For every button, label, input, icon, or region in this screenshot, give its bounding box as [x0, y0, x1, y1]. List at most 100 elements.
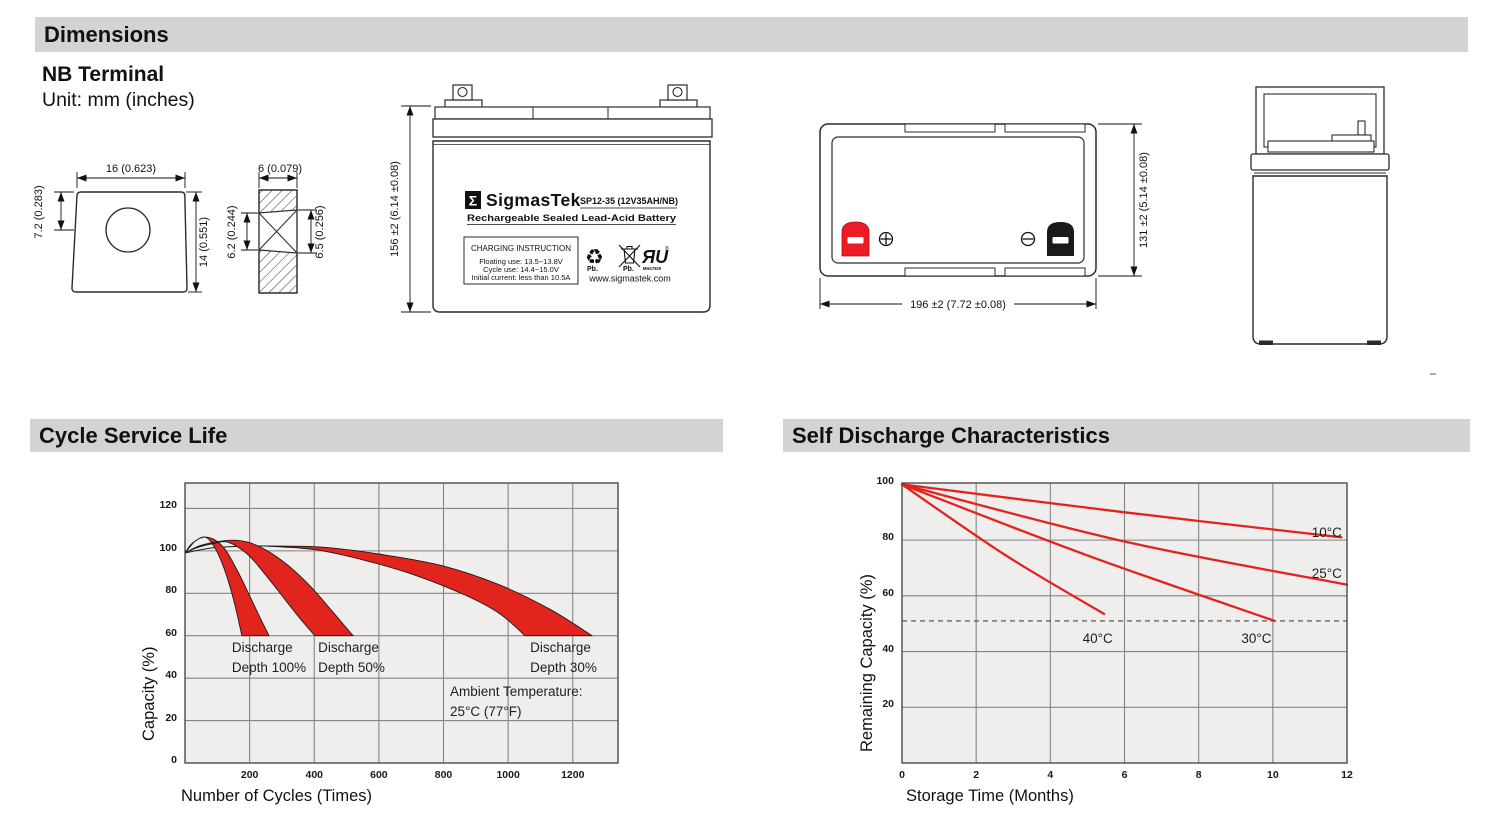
tick-label: 100 — [876, 475, 894, 488]
chart-annotation: Discharge Depth 30% — [530, 639, 597, 675]
tick-label: 0 — [899, 769, 905, 781]
chart-annotation: 25°C — [1311, 565, 1342, 581]
charging-instruction-box — [463, 236, 579, 285]
band-Discharge Depth 30% — [265, 545, 593, 637]
tick-label: 120 — [159, 499, 177, 512]
terminal-slot-outer-dim: 6.5 (0.256) — [314, 205, 326, 258]
sigma-logo-box — [465, 191, 481, 209]
crossed-bin-icon — [618, 244, 641, 268]
band-Discharge Depth 50% — [184, 539, 354, 637]
terminal-detail-drawing: 16 (0.623) 7.2 (0.283) 14 (0.551) 6 (0.0… — [33, 163, 326, 294]
tick-label: 40 — [165, 669, 177, 682]
front-height-dim: 156 ±2 (6.14 ±0.08) — [389, 161, 401, 257]
charging-title: CHARGING INSTRUCTION — [471, 244, 571, 253]
nb-terminal-title: NB Terminal — [42, 63, 165, 86]
minus-symbol — [1020, 231, 1036, 247]
series-25°C — [900, 483, 1349, 586]
chart-annotation: Discharge Depth 100% — [231, 639, 307, 675]
tick-label: 12 — [1341, 769, 1353, 781]
front-terminal-hole-left — [457, 86, 468, 98]
tick-label: 600 — [370, 769, 388, 781]
chart-annotation: Discharge Depth 50% — [318, 639, 385, 675]
tick-label: 10 — [1266, 769, 1279, 781]
tick-label: 0 — [171, 754, 177, 766]
tick-label: 1000 — [496, 769, 520, 781]
recycle-pb-icon: ♻ — [585, 246, 604, 269]
chart-annotation: 10°C — [1311, 524, 1342, 540]
pb-recycle-label: Pb. — [587, 266, 598, 273]
front-terminal-hole-right — [672, 86, 683, 98]
self-discharge-title: Self Discharge Characteristics — [792, 422, 1110, 448]
terminal-slot-inner-dim: 6.2 (0.244) — [226, 205, 238, 258]
unit-label: Unit: mm (inches) — [42, 89, 195, 111]
brand-name: SigmasTek — [486, 190, 581, 210]
cycle-chart-y-axis-title: Capacity (%) — [140, 646, 158, 742]
tick-label: 400 — [305, 769, 324, 781]
band-Discharge Depth 100% — [184, 536, 270, 637]
dimensions-title: Dimensions — [44, 21, 169, 47]
tick-label: 200 — [240, 769, 259, 781]
cycle-life-title: Cycle Service Life — [39, 422, 228, 448]
series-30°C — [900, 483, 1276, 623]
top-height-dim: 131 ±2 (5.14 ±0.08) — [1138, 152, 1150, 248]
tick-label: 8 — [1195, 769, 1202, 781]
pb-trash-label: Pb. — [623, 266, 634, 273]
tick-label: 80 — [165, 584, 177, 597]
side-foot-right — [1367, 340, 1381, 345]
tick-label: 2 — [973, 769, 980, 781]
charging-line1: Floating use: 13.5~13.8V — [479, 257, 563, 266]
terminal-section-outline — [258, 189, 298, 294]
tick-label: 1200 — [561, 769, 585, 781]
tick-label: 6 — [1121, 769, 1128, 781]
side-foot-left — [1259, 340, 1273, 345]
tick-label: 60 — [165, 626, 177, 639]
top-view-inner-rim — [831, 136, 1085, 264]
terminal-hole — [105, 207, 151, 253]
ul-registered-mark: ® — [665, 245, 669, 252]
side-lid — [1250, 153, 1390, 171]
self-chart-x-axis-title: Storage Time (Months) — [906, 787, 1074, 805]
cycle-life-section-header: Cycle Service Life — [30, 419, 723, 452]
top-width-dim: 196 ±2 (7.72 ±0.08) — [910, 299, 1006, 311]
tick-label: 800 — [434, 769, 453, 781]
page-speck — [1430, 373, 1436, 375]
tick-label: 40 — [882, 642, 894, 655]
chart-annotation: 30°C — [1241, 631, 1272, 647]
sigma-logo: Σ — [469, 193, 477, 209]
charging-line3: Initial current: less than 10.5A — [472, 273, 571, 282]
terminal-total-height-dim: 14 (0.551) — [198, 217, 210, 267]
self-chart-y-axis-title: Remaining Capacity (%) — [858, 574, 876, 752]
chart-annotation: 40°C — [1082, 631, 1113, 647]
charging-line2: Cycle use: 14.4~15.0V — [483, 265, 559, 274]
tick-label: 60 — [882, 586, 894, 599]
tick-label: 4 — [1047, 769, 1054, 781]
battery-side-view — [1250, 86, 1390, 345]
ul-code: MH47929 — [643, 266, 662, 271]
battery-front-view: Σ SigmasTek SP12-35 (12V35AH/NB) Recharg… — [389, 84, 713, 313]
dimensions-section-header: Dimensions — [35, 17, 1468, 52]
battery-top-view: 131 ±2 (5.14 ±0.08) 196 ±2 (7.72 ±0.08) — [819, 123, 1150, 311]
cycle-chart-x-axis-title: Number of Cycles (Times) — [181, 787, 372, 805]
plus-symbol — [878, 231, 894, 247]
model-number: SP12-35 (12V35AH/NB) — [580, 196, 678, 206]
series-40°C — [900, 483, 1106, 616]
terminal-width-dim: 16 (0.623) — [106, 163, 156, 175]
chart-annotation: Ambient Temperature: 25°C (77°F) — [449, 683, 583, 719]
series-10°C — [900, 483, 1343, 539]
tick-label: 20 — [165, 711, 177, 724]
website: www.sigmastek.com — [588, 274, 671, 284]
self-discharge-section-header: Self Discharge Characteristics — [783, 419, 1470, 452]
terminal-thickness-dim: 6 (0.079) — [258, 163, 302, 175]
ul-mark-icon: ЯU — [641, 247, 669, 267]
terminal-upper-height-dim: 7.2 (0.283) — [33, 185, 45, 238]
front-lid — [432, 118, 713, 138]
tick-label: 20 — [882, 698, 894, 711]
tick-label: 100 — [159, 541, 177, 554]
battery-subtitle: Rechargeable Sealed Lead-Acid Battery — [467, 213, 677, 224]
tick-label: 80 — [882, 531, 894, 544]
